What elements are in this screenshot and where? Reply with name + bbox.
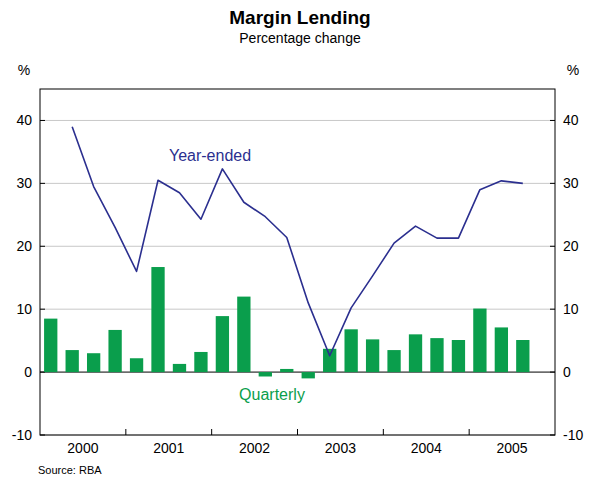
title: Margin Lending — [229, 7, 370, 28]
y-tick-label: 0 — [563, 364, 571, 380]
line — [72, 127, 523, 356]
y-tick-label: 30 — [16, 175, 32, 191]
y-tick-label: 10 — [563, 301, 579, 317]
y-tick — [550, 183, 555, 184]
x-tick — [125, 429, 126, 435]
x-tick-label: 2001 — [153, 440, 184, 456]
plot-area — [44, 127, 529, 379]
bar — [151, 267, 164, 372]
y-tick-label: 10 — [16, 301, 32, 317]
y-tick — [550, 372, 555, 373]
x-tick — [211, 429, 212, 435]
y-tick-label: 40 — [563, 112, 579, 128]
bar — [194, 352, 207, 372]
bar — [409, 334, 422, 372]
bar — [130, 358, 143, 372]
bar — [516, 340, 529, 372]
bar — [108, 330, 121, 372]
bar — [452, 340, 465, 372]
series-label: Quarterly — [239, 386, 305, 403]
bar — [495, 327, 508, 372]
grid-line — [40, 120, 555, 121]
y-tick — [40, 183, 45, 184]
bar — [302, 372, 315, 378]
bar — [473, 309, 486, 373]
x-tick — [469, 429, 470, 435]
bar — [216, 316, 229, 372]
y-tick-label: 20 — [563, 238, 579, 254]
bar — [323, 349, 336, 372]
bar — [387, 350, 400, 372]
x-tick-label: 2000 — [67, 440, 98, 456]
bar — [87, 353, 100, 372]
bar — [430, 338, 443, 372]
bar — [259, 372, 272, 376]
grid-line — [40, 246, 555, 247]
y2-axis-label: % — [567, 62, 579, 78]
bar — [66, 350, 79, 372]
y-tick-label: -10 — [12, 427, 32, 443]
plot-frame — [40, 89, 555, 435]
x-tick-label: 2002 — [239, 440, 270, 456]
x-tick-label: 2004 — [411, 440, 442, 456]
x-tick — [383, 429, 384, 435]
bar — [237, 297, 250, 372]
bar — [173, 364, 186, 372]
chart: Margin Lending Percentage change%% -10 -10 0… — [0, 0, 600, 485]
x-tick — [297, 429, 298, 435]
series-label: Year-ended — [169, 147, 251, 164]
y-tick-label: 40 — [16, 112, 32, 128]
source: Source: RBA — [38, 464, 102, 476]
y-tick-label: 20 — [16, 238, 32, 254]
y-tick-label: 0 — [24, 364, 32, 380]
x-tick-label: 2003 — [325, 440, 356, 456]
y-tick — [550, 309, 555, 310]
y-tick — [550, 120, 555, 121]
grid-line — [40, 183, 555, 184]
x-tick-label: 2005 — [497, 440, 528, 456]
y-tick — [40, 246, 45, 247]
bar — [44, 319, 57, 372]
bar — [344, 329, 357, 372]
y-tick — [550, 246, 555, 247]
bar — [366, 339, 379, 372]
subtitle: Percentage change — [239, 30, 361, 46]
bar — [280, 369, 293, 372]
y-tick-label: 30 — [563, 175, 579, 191]
y-tick-label: -10 — [563, 427, 583, 443]
y-tick — [40, 309, 45, 310]
y-axis-label: % — [18, 62, 30, 78]
y-tick — [40, 120, 45, 121]
